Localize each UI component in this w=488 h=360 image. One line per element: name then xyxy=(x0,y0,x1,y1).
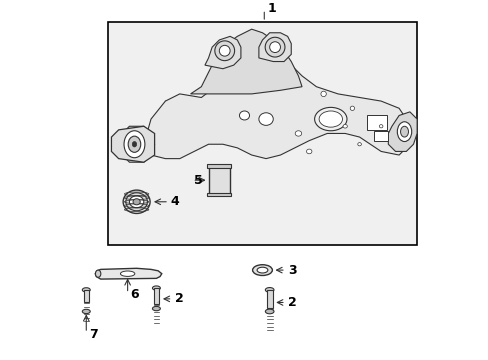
Ellipse shape xyxy=(214,41,234,60)
Ellipse shape xyxy=(342,125,346,128)
Ellipse shape xyxy=(314,107,346,131)
Text: 6: 6 xyxy=(130,288,139,301)
Bar xyxy=(207,193,231,197)
Polygon shape xyxy=(204,36,241,69)
Polygon shape xyxy=(190,29,302,94)
Ellipse shape xyxy=(257,267,267,273)
Polygon shape xyxy=(95,268,162,279)
Bar xyxy=(83,290,89,302)
Bar xyxy=(366,116,386,130)
Polygon shape xyxy=(136,44,409,159)
Ellipse shape xyxy=(265,309,273,314)
Ellipse shape xyxy=(258,113,273,125)
Ellipse shape xyxy=(95,270,101,277)
Bar xyxy=(207,164,231,168)
Bar xyxy=(208,167,230,194)
Ellipse shape xyxy=(219,45,230,56)
Bar xyxy=(266,290,272,308)
Ellipse shape xyxy=(124,131,144,158)
Polygon shape xyxy=(258,33,291,62)
Text: 3: 3 xyxy=(288,264,296,276)
Ellipse shape xyxy=(306,149,311,154)
Text: 5: 5 xyxy=(194,174,203,187)
Ellipse shape xyxy=(152,286,160,290)
Ellipse shape xyxy=(129,196,143,208)
Ellipse shape xyxy=(269,42,280,53)
Text: 2: 2 xyxy=(175,292,184,305)
Ellipse shape xyxy=(125,193,147,211)
Ellipse shape xyxy=(239,111,249,120)
FancyBboxPatch shape xyxy=(108,22,416,245)
Ellipse shape xyxy=(132,141,136,147)
Ellipse shape xyxy=(133,199,140,205)
Ellipse shape xyxy=(349,106,354,111)
Bar xyxy=(373,131,387,141)
Polygon shape xyxy=(115,126,154,162)
Polygon shape xyxy=(111,126,154,162)
Text: 7: 7 xyxy=(89,328,98,341)
Ellipse shape xyxy=(397,122,411,141)
Ellipse shape xyxy=(357,143,361,146)
Text: 2: 2 xyxy=(288,296,297,309)
Ellipse shape xyxy=(252,265,272,275)
Ellipse shape xyxy=(265,288,273,292)
Ellipse shape xyxy=(319,111,342,127)
Polygon shape xyxy=(387,112,416,152)
Ellipse shape xyxy=(152,306,160,311)
Ellipse shape xyxy=(123,190,150,213)
Text: 1: 1 xyxy=(267,2,276,15)
Ellipse shape xyxy=(320,91,325,96)
Ellipse shape xyxy=(264,37,285,57)
Ellipse shape xyxy=(379,125,382,128)
Ellipse shape xyxy=(295,131,301,136)
Ellipse shape xyxy=(82,288,90,292)
Text: 4: 4 xyxy=(170,195,179,208)
Ellipse shape xyxy=(82,309,90,314)
Ellipse shape xyxy=(400,126,407,137)
Ellipse shape xyxy=(120,271,135,276)
Bar xyxy=(154,288,159,304)
Ellipse shape xyxy=(128,136,141,152)
